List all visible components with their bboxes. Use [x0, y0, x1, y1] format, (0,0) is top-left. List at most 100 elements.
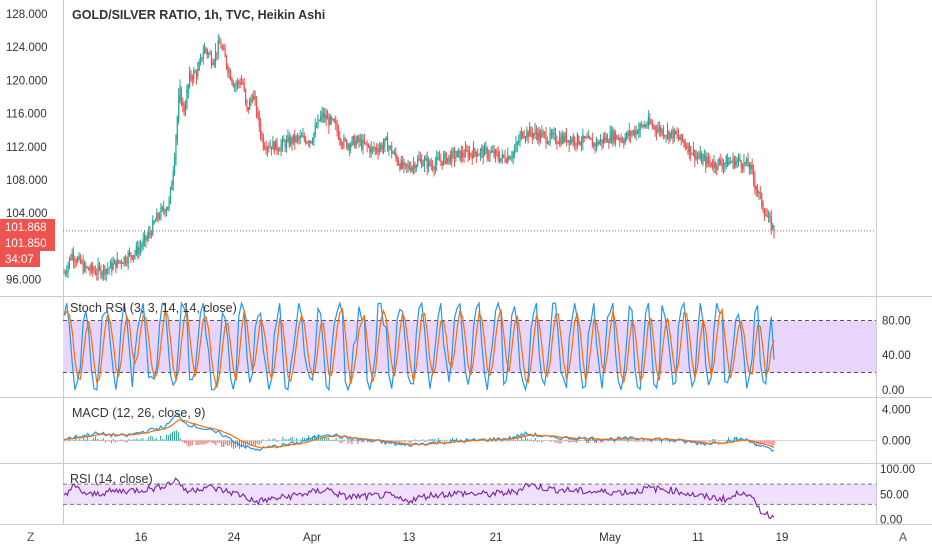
- price-axis-left[interactable]: 128.000 124.000 120.000 116.000 112.000 108.0…: [6, 9, 48, 287]
- candle-body: [307, 142, 310, 144]
- candle-body: [741, 165, 744, 169]
- candle-body: [326, 117, 329, 120]
- candle-body: [433, 168, 435, 171]
- indicator-axis-right[interactable]: 80.00 40.00 0.00 4.000 0.000 100.00 50.00 0.00: [880, 316, 915, 527]
- candle-body: [716, 166, 718, 170]
- candle-body: [75, 261, 77, 263]
- candle-body: [441, 160, 443, 166]
- candle-body: [605, 135, 607, 141]
- candle-body: [120, 261, 122, 264]
- candle-body: [683, 139, 685, 143]
- zoom-button[interactable]: Z: [27, 530, 34, 544]
- candle-body: [113, 259, 116, 265]
- candle-body: [594, 143, 596, 147]
- candle-body: [119, 261, 121, 262]
- candle-body: [384, 138, 386, 146]
- candle-body: [194, 72, 196, 73]
- candle-body: [232, 82, 234, 87]
- stoch-tick-label: 80.00: [882, 316, 911, 328]
- time-tick-label: 13: [403, 532, 416, 544]
- candle-body: [631, 132, 633, 135]
- candle-body: [718, 159, 720, 162]
- candle-body: [378, 148, 381, 153]
- candle-body: [318, 119, 320, 121]
- candle-body: [748, 165, 751, 170]
- candle-body: [482, 148, 484, 158]
- candle-body: [489, 151, 491, 157]
- candle-body: [393, 152, 396, 154]
- candle-body: [317, 118, 319, 127]
- candle-body: [761, 193, 763, 207]
- candle-body: [126, 261, 128, 264]
- candle-body: [276, 141, 278, 151]
- candle-body: [601, 139, 603, 144]
- candle-body: [438, 157, 441, 162]
- candle-body: [284, 141, 286, 149]
- candle-body: [620, 138, 622, 140]
- candle-body: [556, 140, 558, 144]
- time-tick-label: Apr: [303, 532, 321, 544]
- candle-body: [751, 165, 753, 170]
- candle-body: [662, 129, 665, 137]
- candle-body: [772, 224, 774, 229]
- candle-body: [460, 151, 462, 159]
- candle-body: [68, 257, 71, 266]
- candle-body: [81, 261, 83, 263]
- rsi-line: [63, 477, 775, 520]
- candle-body: [773, 225, 775, 234]
- candle-body: [265, 148, 267, 151]
- candle-body: [650, 122, 652, 124]
- time-tick-label: 19: [776, 532, 789, 544]
- candle-body: [127, 252, 129, 264]
- candle-body: [150, 232, 152, 236]
- candle-body: [240, 81, 243, 85]
- candle-body: [250, 98, 252, 102]
- candle-body: [219, 43, 221, 44]
- candle-body: [72, 253, 75, 261]
- candle-body: [124, 258, 127, 263]
- candle-body: [183, 104, 185, 114]
- candle-body: [406, 163, 408, 167]
- candle-body: [455, 156, 457, 158]
- candle-body: [335, 121, 337, 125]
- candle-body: [204, 46, 206, 54]
- candle-body: [133, 255, 135, 259]
- candle-body: [352, 136, 355, 140]
- candle-body: [574, 138, 576, 145]
- candle-body: [115, 260, 117, 270]
- candle-body: [448, 154, 450, 159]
- candle-body: [116, 258, 118, 268]
- time-axis[interactable]: 16 24 Apr 13 21 May 11 19: [135, 532, 789, 544]
- candle-body: [665, 135, 667, 137]
- candle-body: [108, 268, 110, 270]
- candle-body: [533, 133, 535, 137]
- candle-body: [713, 161, 715, 168]
- candle-body: [331, 117, 333, 120]
- candle-body: [731, 162, 733, 163]
- candle-body: [591, 139, 594, 148]
- stoch-rsi-lines: [63, 300, 775, 393]
- candle-body: [154, 220, 157, 222]
- candle-body: [550, 133, 553, 136]
- candle-body: [294, 135, 296, 143]
- candle-body: [717, 159, 719, 169]
- candle-body: [559, 136, 561, 144]
- candle-body: [356, 136, 359, 142]
- candle-body: [623, 141, 625, 144]
- candle-body: [292, 134, 294, 143]
- auto-scale-button[interactable]: A: [899, 530, 907, 544]
- candle-body: [528, 127, 531, 137]
- candle-body: [494, 150, 497, 156]
- candle-body: [462, 152, 464, 157]
- candle-body: [309, 140, 311, 143]
- candle-body: [128, 252, 131, 255]
- candle-body: [615, 134, 617, 141]
- candle-body: [770, 216, 772, 231]
- candle-body: [492, 150, 494, 152]
- candle-body: [382, 145, 385, 149]
- candle-body: [519, 135, 521, 142]
- candle-body: [366, 142, 368, 146]
- candle-body: [223, 48, 225, 50]
- candle-body: [143, 234, 146, 241]
- candle-body: [397, 161, 400, 165]
